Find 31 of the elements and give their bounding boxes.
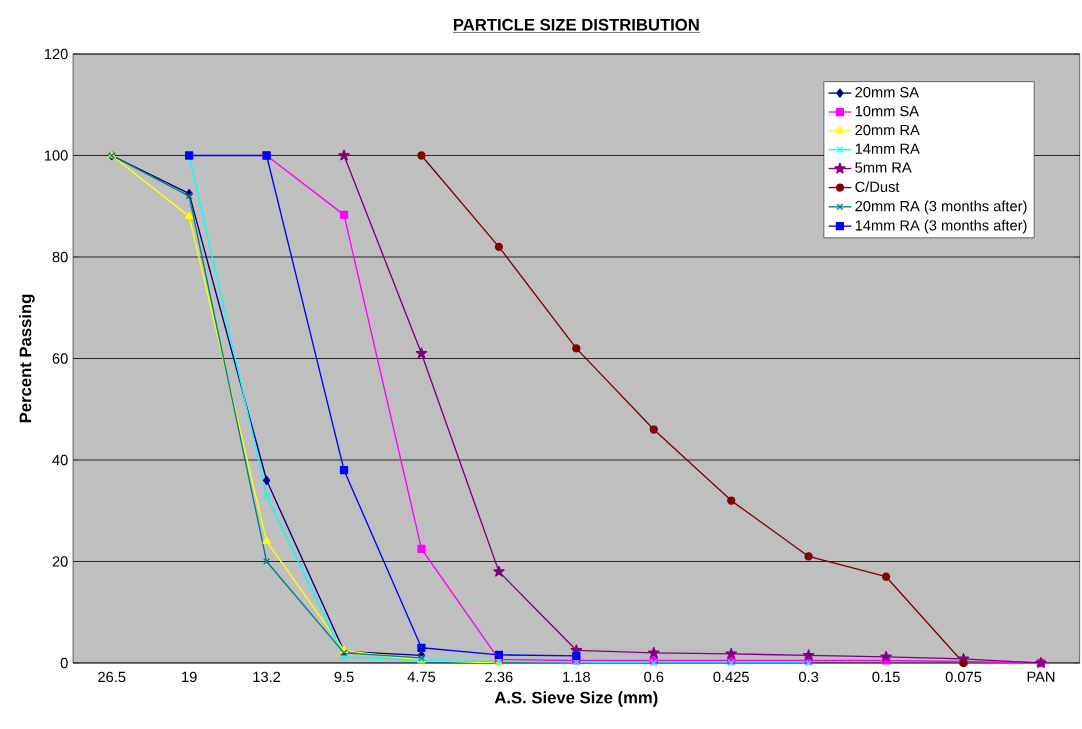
legend-label: 14mm RA [855,143,920,154]
y-tick-label: 20 [52,556,68,567]
chart-title: PARTICLE SIZE DISTRIBUTION [453,18,699,31]
x-tick-label: 1.18 [563,671,590,683]
x-tick-label: 0.075 [945,671,982,683]
legend-label: C/Dust [855,181,900,193]
x-tick-label: 0.3 [799,671,819,683]
legend-label: 10mm SA [855,105,919,117]
x-tick-label: 19 [182,671,197,683]
y-tick-label: 120 [44,48,68,60]
legend-label: 14mm RA (3 months after) [855,219,1027,234]
y-tick-label: 60 [52,353,68,364]
x-tick-label: 0.6 [644,671,664,683]
y-tick-label: 100 [44,150,68,161]
y-tick-label: 40 [52,454,68,466]
y-tick-label: 80 [52,251,68,263]
x-tick-label: 2.36 [485,671,513,683]
legend-label: 5mm RA [855,162,912,173]
x-tick-label: 13.2 [253,671,281,683]
legend-label: 20mm SA [855,87,919,98]
legend-label: 20mm RA [855,124,920,136]
x-tick-label: PAN [1027,671,1055,682]
x-tick-label: 0.15 [872,671,900,683]
x-tick-label: 26.5 [98,671,126,683]
x-axis-title: A.S. Sieve Size (mm) [494,691,658,707]
x-tick-label: 4.75 [407,671,436,682]
x-tick-label: 0.425 [713,671,749,683]
y-axis-title: Percent Passing [19,294,35,423]
x-tick-label: 9.5 [334,671,354,683]
y-tick-label: 0 [60,657,68,669]
legend-label: 20mm RA (3 months after) [855,200,1027,215]
